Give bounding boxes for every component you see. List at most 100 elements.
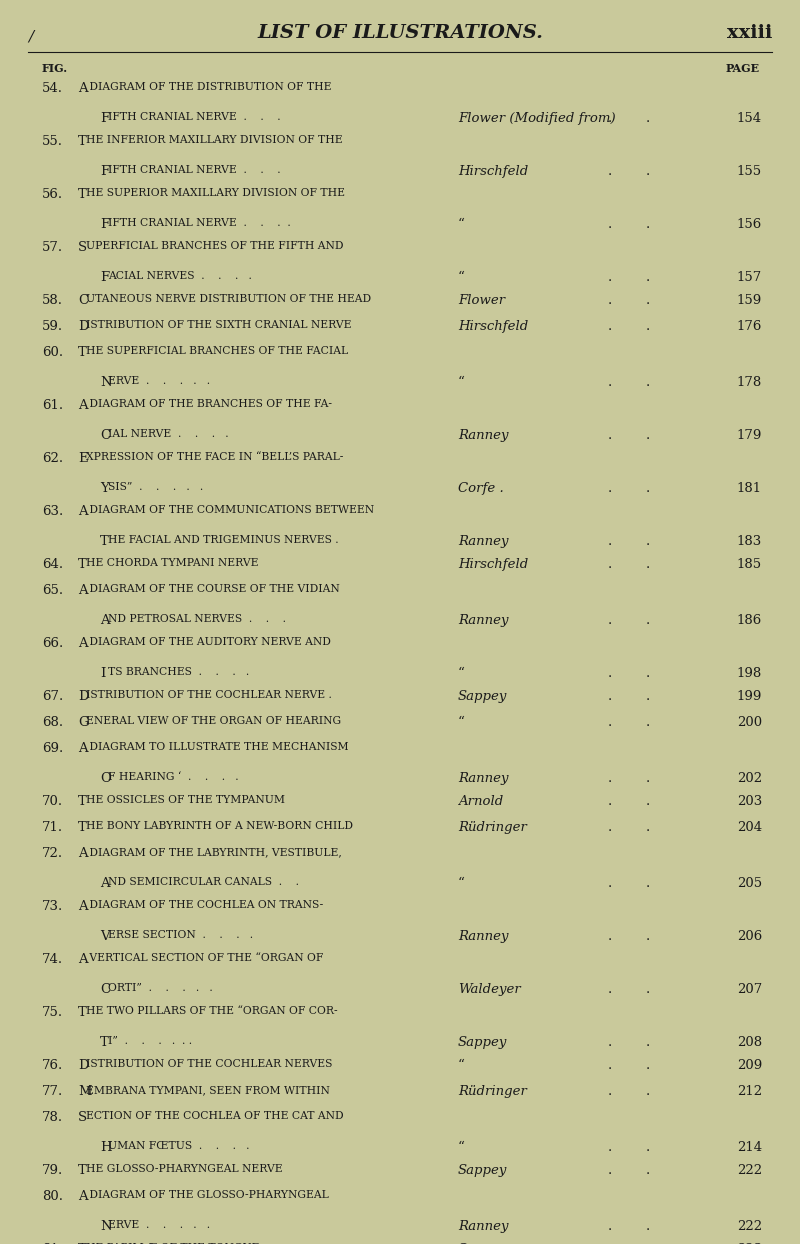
Text: 78.: 78. — [42, 1111, 63, 1125]
Text: PAGE: PAGE — [726, 63, 760, 73]
Text: 76.: 76. — [42, 1059, 63, 1072]
Text: 68.: 68. — [42, 717, 63, 729]
Text: 54.: 54. — [42, 82, 63, 95]
Text: ORTI”  .    .    .   .   .: ORTI” . . . . . — [108, 983, 213, 993]
Text: Hirschfeld: Hirschfeld — [458, 320, 528, 333]
Text: .: . — [646, 294, 650, 307]
Text: 159: 159 — [737, 294, 762, 307]
Text: F: F — [100, 112, 109, 124]
Text: .: . — [646, 795, 650, 809]
Text: Hirschfeld: Hirschfeld — [458, 165, 528, 178]
Text: T: T — [100, 535, 109, 549]
Text: .: . — [646, 320, 650, 333]
Text: ENERAL VIEW OF THE ORGAN OF HEARING: ENERAL VIEW OF THE ORGAN OF HEARING — [86, 717, 341, 726]
Text: 157: 157 — [737, 271, 762, 284]
Text: 181: 181 — [737, 481, 762, 495]
Text: A: A — [78, 899, 88, 913]
Text: “: “ — [458, 1141, 465, 1154]
Text: IFTH CRANIAL NERVE  .    .    .: IFTH CRANIAL NERVE . . . — [108, 112, 281, 122]
Text: .: . — [608, 1036, 612, 1049]
Text: 75.: 75. — [42, 1006, 63, 1019]
Text: LIST OF ILLUSTRATIONS.: LIST OF ILLUSTRATIONS. — [257, 24, 543, 42]
Text: HE TWO PILLARS OF THE “ORGAN OF COR-: HE TWO PILLARS OF THE “ORGAN OF COR- — [86, 1006, 338, 1016]
Text: T: T — [78, 1006, 86, 1019]
Text: xxiii: xxiii — [726, 24, 772, 42]
Text: N: N — [100, 1220, 112, 1233]
Text: ERVE  .    .    .   .   .: ERVE . . . . . — [108, 376, 210, 386]
Text: .: . — [646, 773, 650, 785]
Text: 155: 155 — [737, 165, 762, 178]
Text: .: . — [608, 795, 612, 809]
Text: Arnold: Arnold — [458, 795, 503, 809]
Text: UPERFICIAL BRANCHES OF THE FIFTH AND: UPERFICIAL BRANCHES OF THE FIFTH AND — [86, 241, 343, 251]
Text: .: . — [608, 690, 612, 703]
Text: TS BRANCHES  .    .    .   .: TS BRANCHES . . . . — [108, 667, 249, 677]
Text: Rüdringer: Rüdringer — [458, 1085, 527, 1098]
Text: 179: 179 — [737, 429, 762, 442]
Text: “: “ — [458, 877, 465, 889]
Text: T: T — [78, 1164, 86, 1177]
Text: A: A — [78, 583, 88, 597]
Text: .: . — [646, 1164, 650, 1177]
Text: .: . — [608, 931, 612, 943]
Text: N: N — [100, 376, 112, 389]
Text: C: C — [100, 983, 110, 996]
Text: 186: 186 — [737, 615, 762, 627]
Text: E: E — [78, 452, 88, 465]
Text: ERVE  .    .    .   .   .: ERVE . . . . . — [108, 1220, 210, 1230]
Text: Ranney: Ranney — [458, 931, 509, 943]
Text: DIAGRAM OF THE BRANCHES OF THE FA-: DIAGRAM OF THE BRANCHES OF THE FA- — [86, 399, 332, 409]
Text: Y: Y — [100, 481, 109, 495]
Text: ISTRIBUTION OF THE SIXTH CRANIAL NERVE: ISTRIBUTION OF THE SIXTH CRANIAL NERVE — [86, 320, 351, 330]
Text: 65.: 65. — [42, 583, 63, 597]
Text: .: . — [646, 218, 650, 231]
Text: 207: 207 — [737, 983, 762, 996]
Text: 56.: 56. — [42, 188, 63, 202]
Text: A: A — [78, 741, 88, 755]
Text: DIAGRAM OF THE LABYRINTH, VESTIBULE,: DIAGRAM OF THE LABYRINTH, VESTIBULE, — [86, 847, 342, 857]
Text: 178: 178 — [737, 376, 762, 389]
Text: HE BONY LABYRINTH OF A NEW-BORN CHILD: HE BONY LABYRINTH OF A NEW-BORN CHILD — [86, 821, 353, 831]
Text: H: H — [100, 1141, 112, 1154]
Text: .: . — [608, 320, 612, 333]
Text: “: “ — [458, 717, 465, 729]
Text: ACIAL NERVES  .    .    .   .: ACIAL NERVES . . . . — [108, 271, 252, 281]
Text: “: “ — [458, 1059, 465, 1072]
Text: .: . — [608, 773, 612, 785]
Text: 183: 183 — [737, 535, 762, 549]
Text: 66.: 66. — [42, 637, 63, 651]
Text: ND SEMICIRCULAR CANALS  .    .: ND SEMICIRCULAR CANALS . . — [108, 877, 299, 887]
Text: 58.: 58. — [42, 294, 63, 307]
Text: F: F — [100, 165, 109, 178]
Text: 185: 185 — [737, 559, 762, 571]
Text: .: . — [646, 1085, 650, 1098]
Text: Waldeyer: Waldeyer — [458, 983, 521, 996]
Text: .: . — [608, 535, 612, 549]
Text: .: . — [646, 376, 650, 389]
Text: O: O — [100, 773, 111, 785]
Text: D: D — [78, 320, 89, 333]
Text: 79.: 79. — [42, 1164, 63, 1177]
Text: .: . — [608, 717, 612, 729]
Text: T: T — [100, 1036, 109, 1049]
Text: Ranney: Ranney — [458, 773, 509, 785]
Text: T: T — [78, 188, 86, 202]
Text: 67.: 67. — [42, 690, 63, 703]
Text: DIAGRAM OF THE COURSE OF THE VIDIAN: DIAGRAM OF THE COURSE OF THE VIDIAN — [86, 583, 340, 593]
Text: .: . — [646, 983, 650, 996]
Text: DIAGRAM OF THE DISTRIBUTION OF THE: DIAGRAM OF THE DISTRIBUTION OF THE — [86, 82, 331, 92]
Text: G: G — [78, 717, 89, 729]
Text: .: . — [646, 717, 650, 729]
Text: 199: 199 — [737, 690, 762, 703]
Text: EMBRANA TYMPANI, SEEN FROM WITHIN: EMBRANA TYMPANI, SEEN FROM WITHIN — [86, 1085, 330, 1095]
Text: 64.: 64. — [42, 559, 63, 571]
Text: 59.: 59. — [42, 320, 63, 333]
Text: 205: 205 — [737, 877, 762, 889]
Text: .: . — [646, 559, 650, 571]
Text: Sappey: Sappey — [458, 690, 507, 703]
Text: 222: 222 — [737, 1164, 762, 1177]
Text: .: . — [608, 376, 612, 389]
Text: 176: 176 — [737, 320, 762, 333]
Text: .: . — [608, 218, 612, 231]
Text: .: . — [646, 112, 650, 124]
